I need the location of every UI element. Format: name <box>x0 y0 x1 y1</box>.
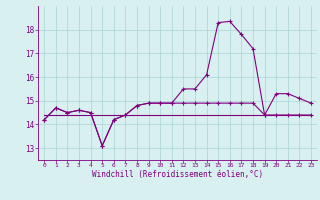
X-axis label: Windchill (Refroidissement éolien,°C): Windchill (Refroidissement éolien,°C) <box>92 170 263 179</box>
